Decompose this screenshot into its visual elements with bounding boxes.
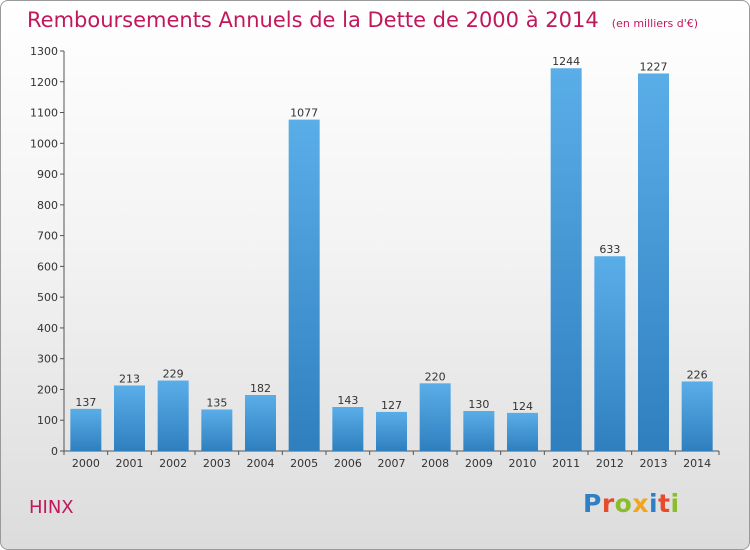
logo-letter: P	[583, 489, 602, 518]
y-tick-label: 400	[37, 322, 58, 335]
proxiti-logo: Proxiti	[583, 489, 680, 518]
bar-2006	[332, 407, 364, 451]
x-tick-label-2009: 2009	[465, 457, 493, 470]
bar-2004	[245, 395, 276, 451]
y-tick-label: 100	[37, 414, 58, 427]
data-label-2008: 220	[425, 370, 446, 383]
data-label-2005: 1077	[290, 107, 318, 120]
y-tick-label: 600	[37, 260, 58, 273]
bar-2010	[507, 412, 538, 451]
bar-2008	[419, 383, 451, 451]
y-tick-label: 200	[37, 383, 58, 396]
chart-title: Remboursements Annuels de la Dette de 20…	[27, 8, 698, 32]
data-label-2014: 226	[687, 368, 708, 381]
logo-letter: o	[614, 489, 633, 518]
bar-2000	[70, 408, 102, 451]
data-label-2006: 143	[337, 394, 358, 407]
logo-letter: x	[632, 489, 649, 518]
y-tick-label: 800	[37, 199, 58, 212]
bar-2009	[463, 411, 495, 451]
bar-2011	[550, 68, 582, 451]
y-tick-label: 0	[51, 445, 58, 458]
bar-2007	[376, 411, 407, 451]
data-label-2012: 633	[599, 243, 620, 256]
y-tick-label: 1000	[30, 137, 58, 150]
data-label-2001: 213	[119, 372, 140, 385]
bar-2003	[201, 409, 233, 451]
x-tick-label-2003: 2003	[203, 457, 231, 470]
data-label-2013: 1227	[640, 60, 668, 73]
x-tick-label-2011: 2011	[552, 457, 580, 470]
y-tick-label: 1100	[30, 107, 58, 120]
y-tick-label: 700	[37, 230, 58, 243]
data-label-2007: 127	[381, 399, 402, 412]
data-label-2011: 1244	[552, 55, 580, 68]
chart-data-labels: 137 213 229 135 182 1077 143 127 220 130 124 1244 63…	[75, 55, 707, 413]
x-tick-label-2013: 2013	[640, 457, 668, 470]
x-tick-label-2008: 2008	[421, 457, 449, 470]
logo-letter: t	[658, 489, 671, 518]
logo-letter: i	[670, 489, 680, 518]
x-tick-label-2014: 2014	[683, 457, 711, 470]
bar-2002	[157, 380, 189, 451]
data-label-2010: 124	[512, 400, 533, 413]
bar-2005	[288, 119, 320, 451]
logo-letter: r	[601, 489, 615, 518]
y-tick-label: 1200	[30, 76, 58, 89]
y-tick-label: 300	[37, 353, 58, 366]
bar-2014	[681, 381, 713, 451]
x-tick-label-2001: 2001	[116, 457, 144, 470]
data-label-2004: 182	[250, 382, 271, 395]
bar-2001	[114, 385, 145, 451]
x-tick-label-2004: 2004	[247, 457, 275, 470]
x-tick-label-2012: 2012	[596, 457, 624, 470]
x-tick-label-2005: 2005	[290, 457, 318, 470]
commune-name: HINX	[29, 497, 74, 518]
x-tick-label-2007: 2007	[378, 457, 406, 470]
logo-letter: i	[649, 489, 659, 518]
data-label-2002: 229	[163, 368, 184, 381]
chart-bars	[70, 68, 713, 451]
x-tick-label-2006: 2006	[334, 457, 362, 470]
data-label-2009: 130	[468, 398, 489, 411]
chart-title-main: Remboursements Annuels de la Dette de 20…	[27, 8, 599, 32]
chart-axes: 0 100 200 300 400 500 600 700 800 900 1000 1100 1200…	[30, 45, 720, 470]
y-tick-label: 1300	[30, 45, 58, 58]
data-label-2003: 135	[206, 396, 227, 409]
data-label-2000: 137	[75, 396, 96, 409]
x-tick-label-2002: 2002	[159, 457, 187, 470]
x-tick-label-2000: 2000	[72, 457, 100, 470]
x-tick-label-2010: 2010	[509, 457, 537, 470]
bar-2012	[594, 256, 626, 451]
y-tick-label: 900	[37, 168, 58, 181]
chart-unit-note: (en milliers d'€)	[611, 17, 699, 30]
y-tick-label: 500	[37, 291, 58, 304]
bar-2013	[638, 73, 669, 451]
